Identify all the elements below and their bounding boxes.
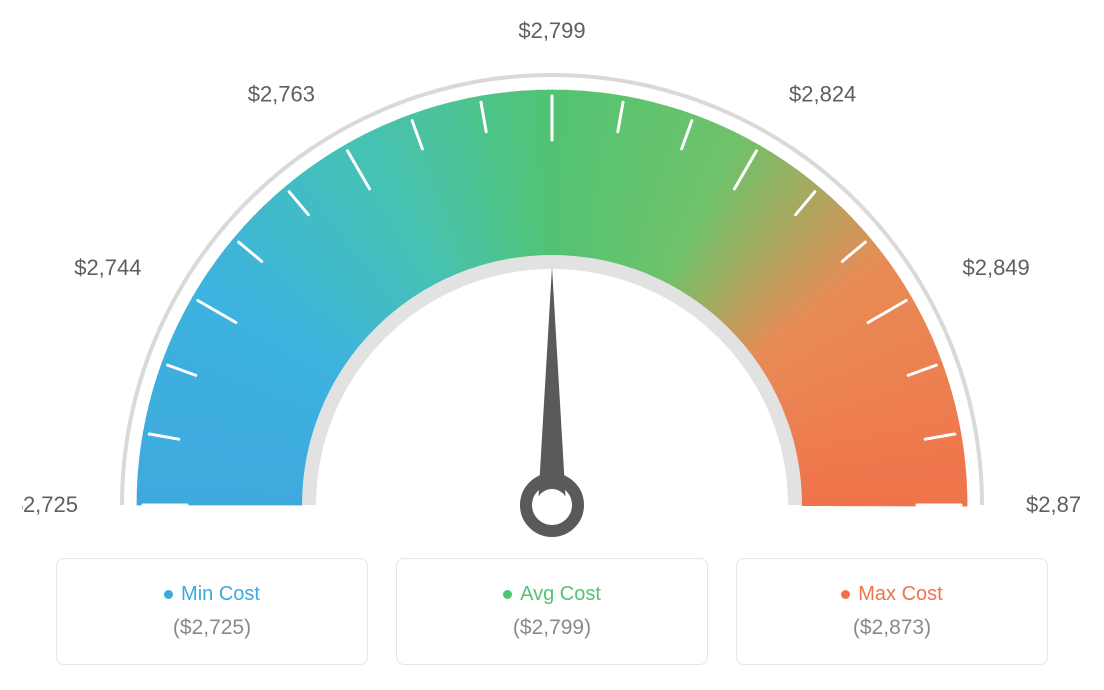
max-cost-value: ($2,873) <box>853 616 931 640</box>
min-cost-card: Min Cost ($2,725) <box>56 558 368 665</box>
svg-text:$2,799: $2,799 <box>518 20 585 43</box>
svg-text:$2,873: $2,873 <box>1026 492 1082 517</box>
min-cost-value: ($2,725) <box>173 616 251 640</box>
max-dot-icon <box>841 590 850 599</box>
max-cost-card: Max Cost ($2,873) <box>736 558 1048 665</box>
avg-cost-card: Avg Cost ($2,799) <box>396 558 708 665</box>
avg-cost-title: Avg Cost <box>503 583 601 606</box>
min-cost-title: Min Cost <box>164 583 260 606</box>
avg-cost-label: Avg Cost <box>520 583 601 606</box>
min-dot-icon <box>164 590 173 599</box>
max-cost-title: Max Cost <box>841 583 942 606</box>
max-cost-label: Max Cost <box>858 583 942 606</box>
svg-text:$2,849: $2,849 <box>962 255 1029 280</box>
svg-text:$2,725: $2,725 <box>22 492 78 517</box>
svg-text:$2,763: $2,763 <box>248 82 315 107</box>
svg-text:$2,744: $2,744 <box>74 255 141 280</box>
avg-cost-value: ($2,799) <box>513 616 591 640</box>
gauge-svg: $2,725 $2,744 $2,763 $2,799 $2,824 $2,849 $2,8… <box>22 20 1082 540</box>
svg-text:$2,824: $2,824 <box>789 82 856 107</box>
min-cost-label: Min Cost <box>181 583 260 606</box>
avg-dot-icon <box>503 590 512 599</box>
cost-gauge: $2,725 $2,744 $2,763 $2,799 $2,824 $2,849 $2,8… <box>0 0 1104 540</box>
cost-summary-cards: Min Cost ($2,725) Avg Cost ($2,799) Max … <box>0 558 1104 665</box>
